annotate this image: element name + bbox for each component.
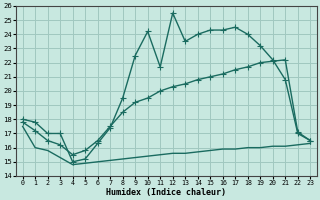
X-axis label: Humidex (Indice chaleur): Humidex (Indice chaleur): [107, 188, 227, 197]
